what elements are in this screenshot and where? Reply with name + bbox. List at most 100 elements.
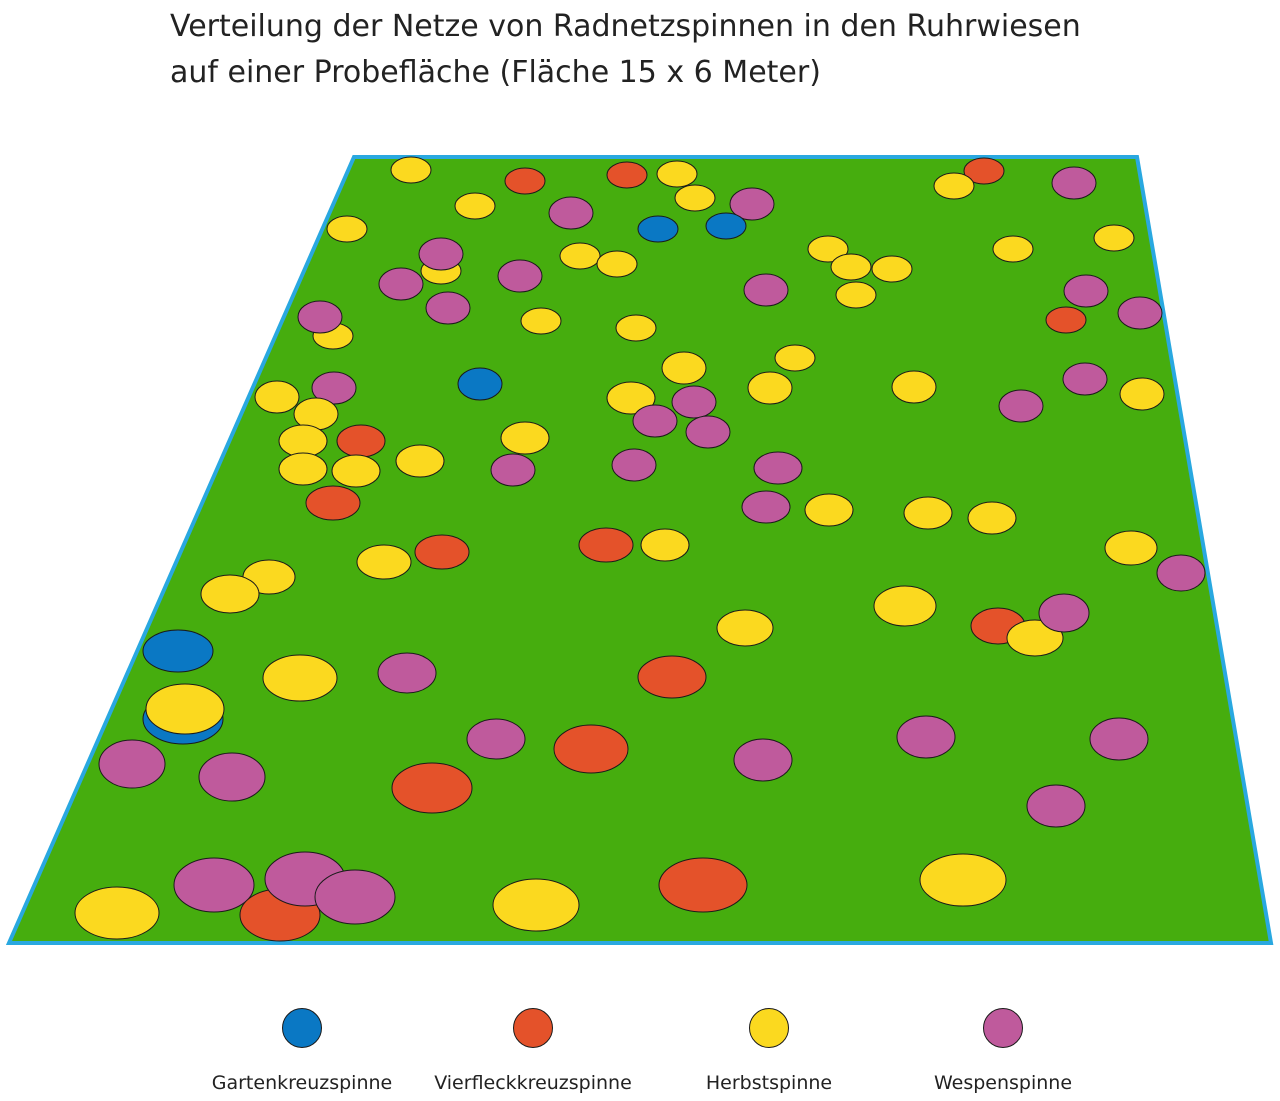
web-herbstspinne [656, 160, 698, 188]
web-gartenkreuzspinne [457, 367, 503, 401]
web-herbstspinne [807, 235, 849, 263]
web-gartenkreuzspinne [637, 215, 679, 243]
web-wespenspinne [377, 652, 437, 694]
web-wespenspinne [314, 869, 396, 925]
title-line-1: Verteilung der Netze von Radnetzspinnen … [170, 9, 1081, 44]
web-wespenspinne [998, 389, 1044, 423]
web-wespenspinne [1117, 296, 1163, 330]
web-herbstspinne [903, 496, 953, 530]
web-wespenspinne [1062, 362, 1108, 396]
web-vierfleckkreuzspinne [305, 485, 361, 521]
legend-item-vierfleckkreuzspinne: Vierfleckkreuzspinne [403, 1000, 663, 1094]
web-vierfleckkreuzspinne [606, 161, 648, 189]
web-wespenspinne [1026, 784, 1086, 828]
web-wespenspinne [466, 718, 526, 760]
legend-dot-herbstspinne [749, 1008, 789, 1048]
legend: Gartenkreuzspinne Vierfleckkreuzspinne H… [0, 1000, 1280, 1101]
web-vierfleckkreuzspinne [553, 724, 629, 774]
web-wespenspinne [1089, 717, 1149, 761]
web-wespenspinne [729, 187, 775, 221]
web-herbstspinne [74, 886, 160, 940]
web-herbstspinne [559, 242, 601, 270]
web-herbstspinne [804, 493, 854, 527]
web-vierfleckkreuzspinne [391, 762, 473, 814]
web-herbstspinne [1093, 224, 1135, 252]
web-herbstspinne [830, 253, 872, 281]
web-wespenspinne [741, 490, 791, 524]
web-herbstspinne [774, 344, 816, 372]
web-wespenspinne [297, 300, 343, 334]
web-herbstspinne [262, 654, 338, 702]
web-herbstspinne [145, 683, 225, 735]
web-herbstspinne [871, 255, 913, 283]
web-herbstspinne [1006, 619, 1064, 657]
web-vierfleckkreuzspinne [504, 167, 546, 195]
web-herbstspinne [835, 281, 877, 309]
web-herbstspinne [326, 215, 368, 243]
web-herbstspinne [1104, 530, 1158, 566]
web-vierfleckkreuzspinne [1045, 306, 1087, 334]
web-wespenspinne [418, 237, 464, 271]
legend-dot-wespenspinne [983, 1008, 1023, 1048]
web-vierfleckkreuzspinne [963, 157, 1005, 185]
web-wespenspinne [733, 738, 793, 782]
legend-label-vierfleckkreuzspinne: Vierfleckkreuzspinne [434, 1072, 632, 1094]
web-vierfleckkreuzspinne [414, 534, 470, 570]
web-herbstspinne [254, 380, 300, 414]
web-vierfleckkreuzspinne [637, 655, 707, 699]
legend-item-gartenkreuzspinne: Gartenkreuzspinne [172, 1000, 432, 1094]
web-wespenspinne [378, 267, 424, 301]
web-wespenspinne [425, 291, 471, 325]
web-herbstspinne [747, 371, 793, 405]
web-herbstspinne [278, 424, 328, 458]
web-wespenspinne [311, 371, 357, 405]
web-herbstspinne [992, 235, 1034, 263]
title-line-2: auf einer Probefläche (Fläche 15 x 6 Met… [170, 55, 821, 90]
web-herbstspinne [1119, 377, 1165, 411]
web-herbstspinne [606, 381, 656, 415]
web-wespenspinne [198, 752, 266, 802]
web-wespenspinne [548, 196, 594, 230]
web-gartenkreuzspinne [142, 629, 214, 673]
web-vierfleckkreuzspinne [658, 857, 748, 913]
web-herbstspinne [873, 585, 937, 627]
web-wespenspinne [743, 273, 789, 307]
web-wespenspinne [753, 451, 803, 485]
web-herbstspinne [520, 307, 562, 335]
web-herbstspinne [640, 528, 690, 562]
web-wespenspinne [173, 857, 255, 913]
web-wespenspinne [671, 385, 717, 419]
web-herbstspinne [674, 184, 716, 212]
web-herbstspinne [395, 444, 445, 478]
legend-dot-vierfleckkreuzspinne [513, 1008, 553, 1048]
legend-item-wespenspinne: Wespenspinne [873, 1000, 1133, 1094]
web-wespenspinne [98, 739, 166, 789]
field-area [5, 155, 1274, 945]
web-wespenspinne [1038, 593, 1090, 633]
web-gartenkreuzspinne [705, 212, 747, 240]
web-herbstspinne [500, 421, 550, 455]
web-herbstspinne [331, 454, 381, 488]
web-herbstspinne [967, 501, 1017, 535]
web-herbstspinne [492, 878, 580, 932]
web-vierfleckkreuzspinne [336, 424, 386, 458]
web-herbstspinne [891, 370, 937, 404]
legend-label-gartenkreuzspinne: Gartenkreuzspinne [211, 1072, 393, 1094]
web-wespenspinne [896, 715, 956, 759]
web-wespenspinne [1051, 166, 1097, 200]
web-herbstspinne [200, 574, 260, 614]
web-herbstspinne [919, 853, 1007, 907]
web-herbstspinne [661, 351, 707, 385]
legend-item-herbstspinne: Herbstspinne [639, 1000, 899, 1094]
web-herbstspinne [390, 156, 432, 184]
web-wespenspinne [1156, 554, 1206, 592]
legend-label-wespenspinne: Wespenspinne [933, 1072, 1073, 1094]
web-wespenspinne [685, 415, 731, 449]
web-herbstspinne [716, 609, 774, 647]
web-herbstspinne [596, 250, 638, 278]
web-herbstspinne [356, 544, 412, 580]
diagram-title: Verteilung der Netze von Radnetzspinnen … [170, 4, 1250, 96]
web-wespenspinne [497, 259, 543, 293]
web-vierfleckkreuzspinne [578, 527, 634, 563]
web-wespenspinne [632, 404, 678, 438]
